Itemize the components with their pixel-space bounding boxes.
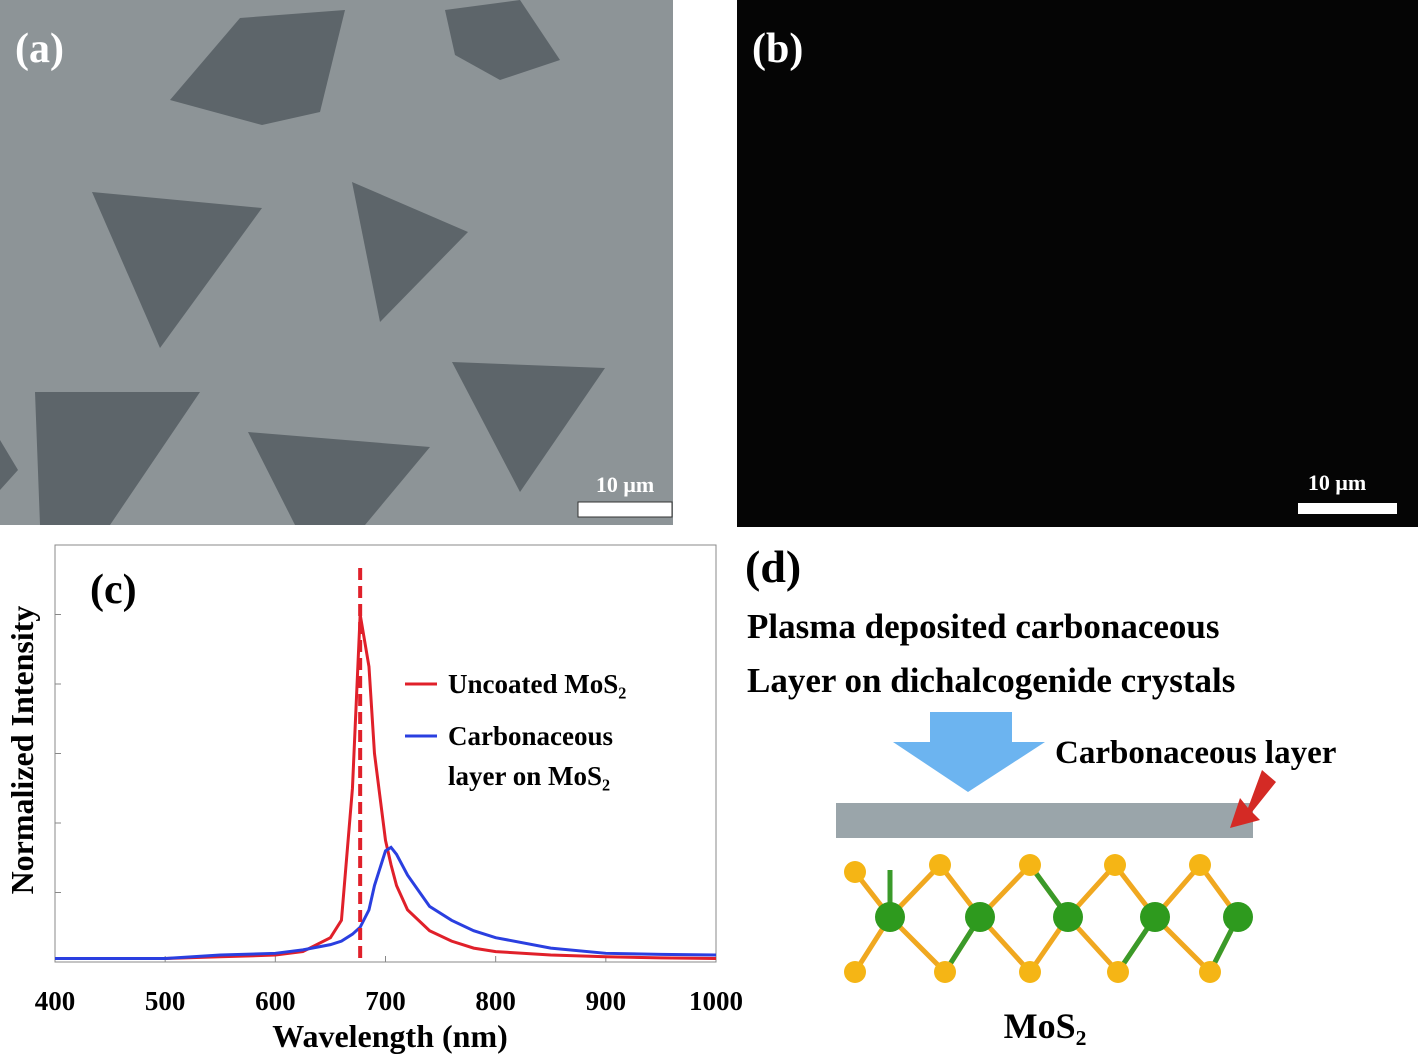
x-tick-label: 400 [35,986,76,1016]
x-tick-label: 700 [365,986,406,1016]
scale-bar-label: 10 μm [596,472,654,497]
mos2-structure [844,854,1253,983]
line-series [55,614,717,961]
pointer-arrow [1230,770,1276,828]
x-tick-label: 800 [475,986,516,1016]
fluorescence-image [737,0,1418,527]
caption-line: Plasma deposited carbonaceous [747,607,1220,646]
x-tick-label: 600 [255,986,296,1016]
layer-label: Carbonaceous layer [1055,735,1336,771]
x-tick-label: 900 [586,986,627,1016]
panel-label: (b) [752,26,803,72]
x-tick-label: 1000 [689,986,743,1016]
scale-bar-label: 10 μm [1308,470,1366,495]
legend-entry: Uncoated MoS₂ [448,669,627,699]
scale-bar [1298,503,1397,514]
panel-label: (c) [90,567,137,613]
x-tick-label: 500 [145,986,186,1016]
deposition-arrow [893,712,1045,792]
panel-label: (d) [745,541,801,592]
scale-bar [577,501,673,518]
y-axis-title: Normalized Intensity [4,606,40,895]
legend-entry: Carbonaceous layer on MoS₂ [448,721,614,791]
panel-label: (a) [15,26,64,72]
line-series [55,845,717,961]
crystal-label: MoS₂ [1004,1006,1087,1046]
crystals [0,0,605,525]
carbon-layer [836,803,1253,838]
caption-line: Layer on dichalcogenide crystals [747,661,1235,700]
x-axis-title: Wavelength (nm) [272,1018,508,1054]
